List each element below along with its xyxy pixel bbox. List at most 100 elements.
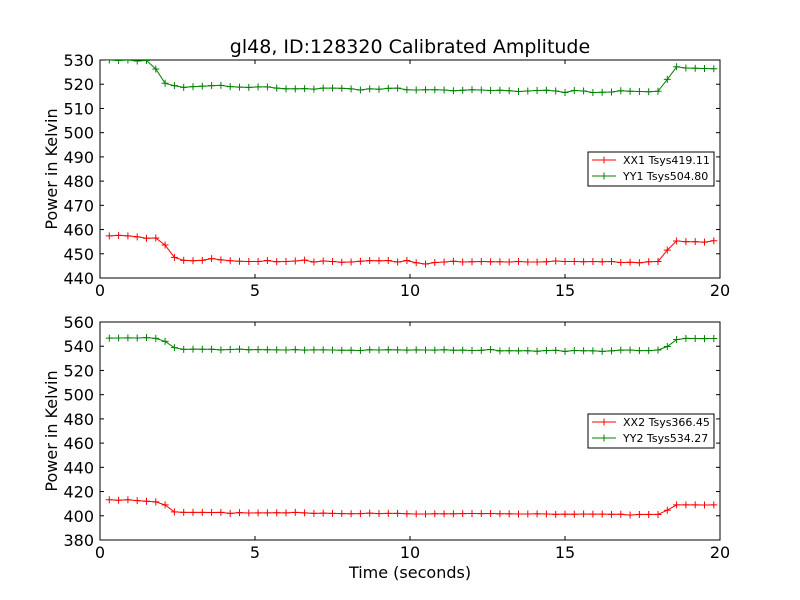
plot-area [105, 60, 718, 268]
legend-marker [600, 156, 608, 164]
data-point [598, 258, 606, 266]
data-point [459, 258, 467, 266]
y-tick-label: 510 [63, 99, 94, 118]
data-point [673, 237, 681, 245]
y-tick-label: 520 [63, 75, 94, 94]
data-point [245, 258, 253, 266]
data-point [319, 509, 327, 517]
data-point [375, 257, 383, 265]
data-point [403, 510, 411, 518]
data-point [338, 84, 346, 92]
data-point [477, 510, 485, 518]
data-point [710, 237, 718, 245]
legend-label: YY2 Tsys534.27 [622, 432, 708, 445]
legend: XX1 Tsys419.11 YY1 Tsys504.80 [587, 151, 715, 187]
data-point [189, 345, 197, 353]
data-point [701, 64, 708, 72]
y-tick-label: 460 [63, 434, 94, 453]
data-point [366, 509, 374, 517]
data-point [645, 510, 653, 518]
y-tick-label: 520 [63, 361, 94, 380]
data-point [124, 496, 132, 504]
data-point [198, 508, 206, 516]
legend-box [587, 151, 715, 187]
y-tick-label: 440 [63, 269, 94, 288]
data-point [133, 60, 141, 65]
data-point [273, 258, 281, 266]
x-tick-label: 10 [400, 281, 420, 300]
data-point [198, 256, 206, 264]
data-point [152, 65, 160, 73]
x-tick-label: 20 [710, 281, 730, 300]
data-point [143, 334, 150, 342]
data-point [449, 510, 457, 518]
data-point [477, 258, 485, 266]
data-point [589, 258, 597, 266]
data-point [394, 84, 402, 92]
data-point [152, 334, 160, 342]
x-tick-label: 5 [250, 543, 260, 562]
y-tick-label: 540 [63, 337, 94, 356]
data-point [236, 257, 243, 265]
data-point [608, 510, 615, 518]
data-point [635, 259, 643, 267]
data-point [533, 510, 541, 518]
data-point [626, 258, 634, 266]
data-point [226, 257, 234, 265]
data-point [412, 510, 420, 518]
data-point [217, 508, 225, 516]
data-point [105, 334, 113, 342]
data-point [152, 498, 160, 506]
data-point [180, 508, 188, 516]
data-point [487, 258, 495, 266]
y-tick-label: 560 [63, 313, 94, 332]
data-point [338, 258, 346, 266]
data-point [617, 510, 625, 518]
data-point [617, 258, 625, 266]
data-point [580, 87, 588, 95]
y-axis-label: Power in Kelvin [42, 370, 61, 491]
data-point [431, 510, 439, 518]
data-point [208, 82, 216, 90]
data-point [580, 347, 588, 355]
data-point [533, 87, 541, 95]
data-point [552, 510, 560, 518]
legend-marker [600, 172, 608, 180]
data-point [663, 506, 671, 514]
data-point [524, 510, 532, 518]
data-point [366, 257, 374, 265]
data-point [384, 346, 392, 354]
data-point [143, 234, 150, 242]
data-point [273, 346, 281, 354]
data-point [645, 258, 653, 266]
data-point [384, 84, 392, 92]
data-point [468, 258, 476, 266]
data-point [301, 85, 309, 93]
data-point [673, 501, 681, 509]
x-tick-label: 0 [95, 281, 105, 300]
data-point [477, 86, 485, 94]
data-point [291, 508, 299, 516]
data-point [570, 87, 578, 95]
data-point [329, 258, 336, 266]
data-point [691, 501, 699, 509]
data-point [533, 347, 541, 355]
data-point [319, 84, 327, 92]
y-tick-label: 460 [63, 221, 94, 240]
data-point [124, 232, 132, 240]
data-point [701, 501, 708, 509]
data-point [236, 345, 243, 353]
data-point [691, 238, 699, 246]
data-point [542, 510, 550, 518]
data-point [431, 258, 439, 266]
x-tick-label: 0 [95, 543, 105, 562]
data-point [282, 346, 290, 354]
data-point [273, 84, 281, 92]
data-point [542, 86, 550, 94]
data-point [570, 346, 578, 354]
data-point [440, 86, 448, 94]
data-point [236, 83, 243, 91]
data-point [598, 347, 606, 355]
data-point [263, 257, 271, 265]
